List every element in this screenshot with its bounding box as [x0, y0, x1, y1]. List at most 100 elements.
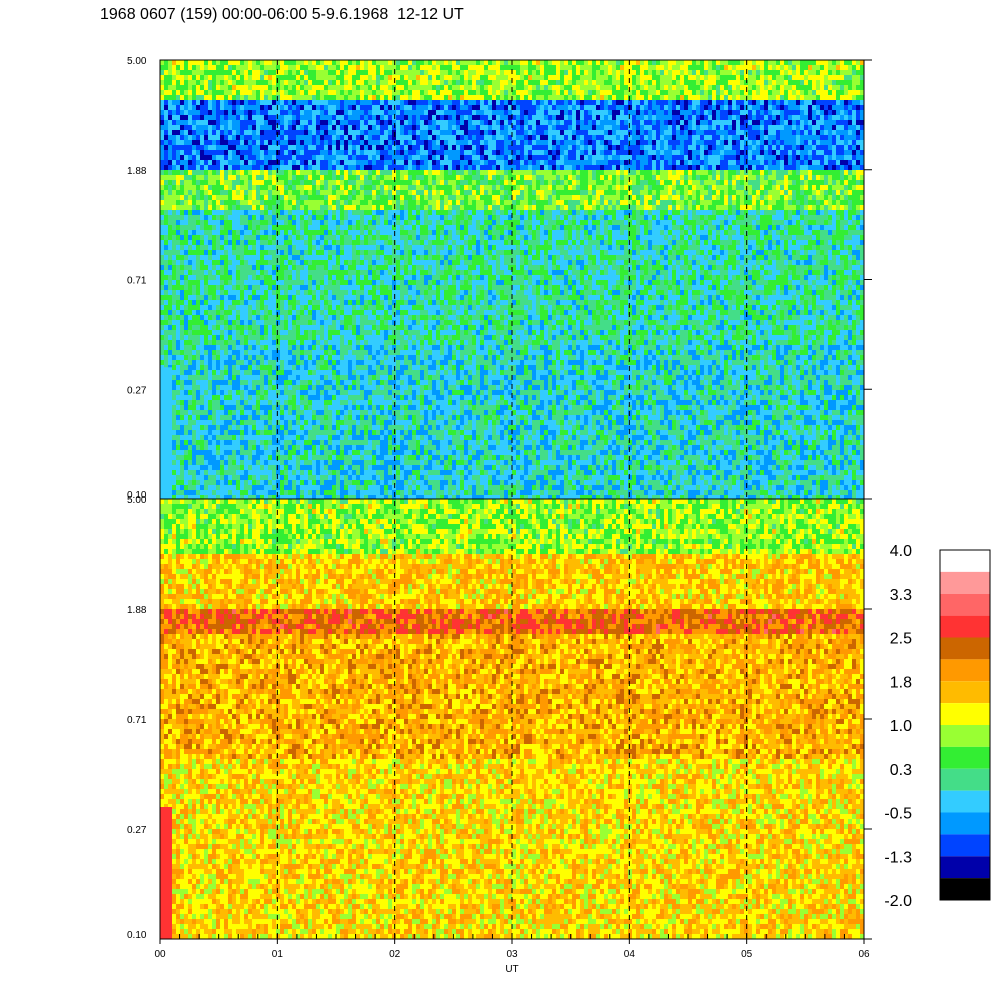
heatmap-cell [548, 95, 552, 100]
heatmap-cell [324, 125, 328, 130]
heatmap-cell [484, 130, 488, 135]
heatmap-cell [404, 60, 408, 65]
heatmap-cell [196, 180, 200, 185]
heatmap-cell [464, 105, 468, 110]
heatmap-cell [368, 135, 372, 140]
heatmap-cell [360, 180, 364, 185]
heatmap-cell [612, 180, 616, 185]
heatmap-cell [464, 125, 468, 130]
heatmap-cell [224, 105, 228, 110]
heatmap-cell [796, 65, 800, 70]
heatmap-cell [588, 75, 592, 80]
heatmap-cell [168, 195, 172, 200]
heatmap-cell [524, 150, 528, 155]
heatmap-cell [332, 70, 336, 75]
heatmap-cell [600, 130, 604, 135]
heatmap-cell [276, 160, 280, 165]
heatmap-cell [180, 150, 184, 155]
heatmap-cell [860, 170, 864, 175]
heatmap-cell [688, 120, 692, 125]
heatmap-cell [288, 115, 292, 120]
heatmap-cell [620, 195, 624, 200]
heatmap-cell [312, 100, 316, 105]
heatmap-cell [260, 145, 264, 150]
heatmap-cell [492, 90, 496, 95]
heatmap-cell [372, 190, 376, 195]
heatmap-cell [848, 120, 852, 125]
heatmap-cell [708, 175, 712, 180]
heatmap-cell [288, 105, 292, 110]
heatmap-cell [256, 145, 260, 150]
heatmap-cell [652, 75, 656, 80]
heatmap-cell [432, 150, 436, 155]
heatmap-cell [788, 85, 792, 90]
heatmap-cell [188, 160, 192, 165]
heatmap-cell [488, 110, 492, 115]
heatmap-cell [216, 80, 220, 85]
heatmap-cell [244, 60, 248, 65]
heatmap-cell [684, 105, 688, 110]
heatmap-cell [476, 135, 480, 140]
heatmap-cell [416, 145, 420, 150]
heatmap-cell [800, 110, 804, 115]
heatmap-cell [832, 75, 836, 80]
heatmap-cell [356, 80, 360, 85]
heatmap-cell [728, 185, 732, 190]
heatmap-cell [556, 130, 560, 135]
heatmap-cell [468, 155, 472, 160]
heatmap-cell [272, 180, 276, 185]
heatmap-cell [404, 160, 408, 165]
heatmap-cell [700, 125, 704, 130]
heatmap-cell [532, 75, 536, 80]
heatmap-cell [848, 105, 852, 110]
heatmap-cell [716, 120, 720, 125]
heatmap-cell [416, 170, 420, 175]
heatmap-cell [560, 165, 564, 170]
heatmap-cell [728, 190, 732, 195]
heatmap-cell [772, 170, 776, 175]
heatmap-cell [644, 85, 648, 90]
heatmap-cell [768, 150, 772, 155]
heatmap-cell [496, 170, 500, 175]
heatmap-cell [484, 150, 488, 155]
heatmap-cell [640, 190, 644, 195]
heatmap-cell [368, 95, 372, 100]
heatmap-cell [308, 170, 312, 175]
heatmap-cell [664, 150, 668, 155]
heatmap-cell [512, 155, 516, 160]
heatmap-cell [340, 120, 344, 125]
heatmap-cell [848, 190, 852, 195]
heatmap-cell [440, 105, 444, 110]
heatmap-cell [760, 160, 764, 165]
heatmap-cell [412, 180, 416, 185]
heatmap-cell [240, 110, 244, 115]
heatmap-cell [216, 170, 220, 175]
heatmap-cell [364, 200, 368, 205]
heatmap-cell [496, 65, 500, 70]
heatmap-cell [216, 160, 220, 165]
heatmap-cell [676, 140, 680, 145]
heatmap-cell [612, 60, 616, 65]
heatmap-cell [444, 170, 448, 175]
heatmap-cell [324, 155, 328, 160]
heatmap-cell [344, 155, 348, 160]
heatmap-cell [716, 110, 720, 115]
heatmap-cell [572, 60, 576, 65]
heatmap-cell [508, 110, 512, 115]
heatmap-cell [180, 185, 184, 190]
heatmap-cell [208, 195, 212, 200]
heatmap-cell [600, 115, 604, 120]
heatmap-cell [492, 125, 496, 130]
heatmap-cell [436, 165, 440, 170]
heatmap-cell [232, 125, 236, 130]
heatmap-cell [604, 125, 608, 130]
heatmap-cell [312, 60, 316, 65]
heatmap-cell [400, 95, 404, 100]
heatmap-cell [496, 115, 500, 120]
heatmap-cell [280, 105, 284, 110]
heatmap-cell [788, 175, 792, 180]
heatmap-cell [360, 100, 364, 105]
heatmap-cell [404, 180, 408, 185]
heatmap-cell [292, 85, 296, 90]
heatmap-cell [168, 110, 172, 115]
